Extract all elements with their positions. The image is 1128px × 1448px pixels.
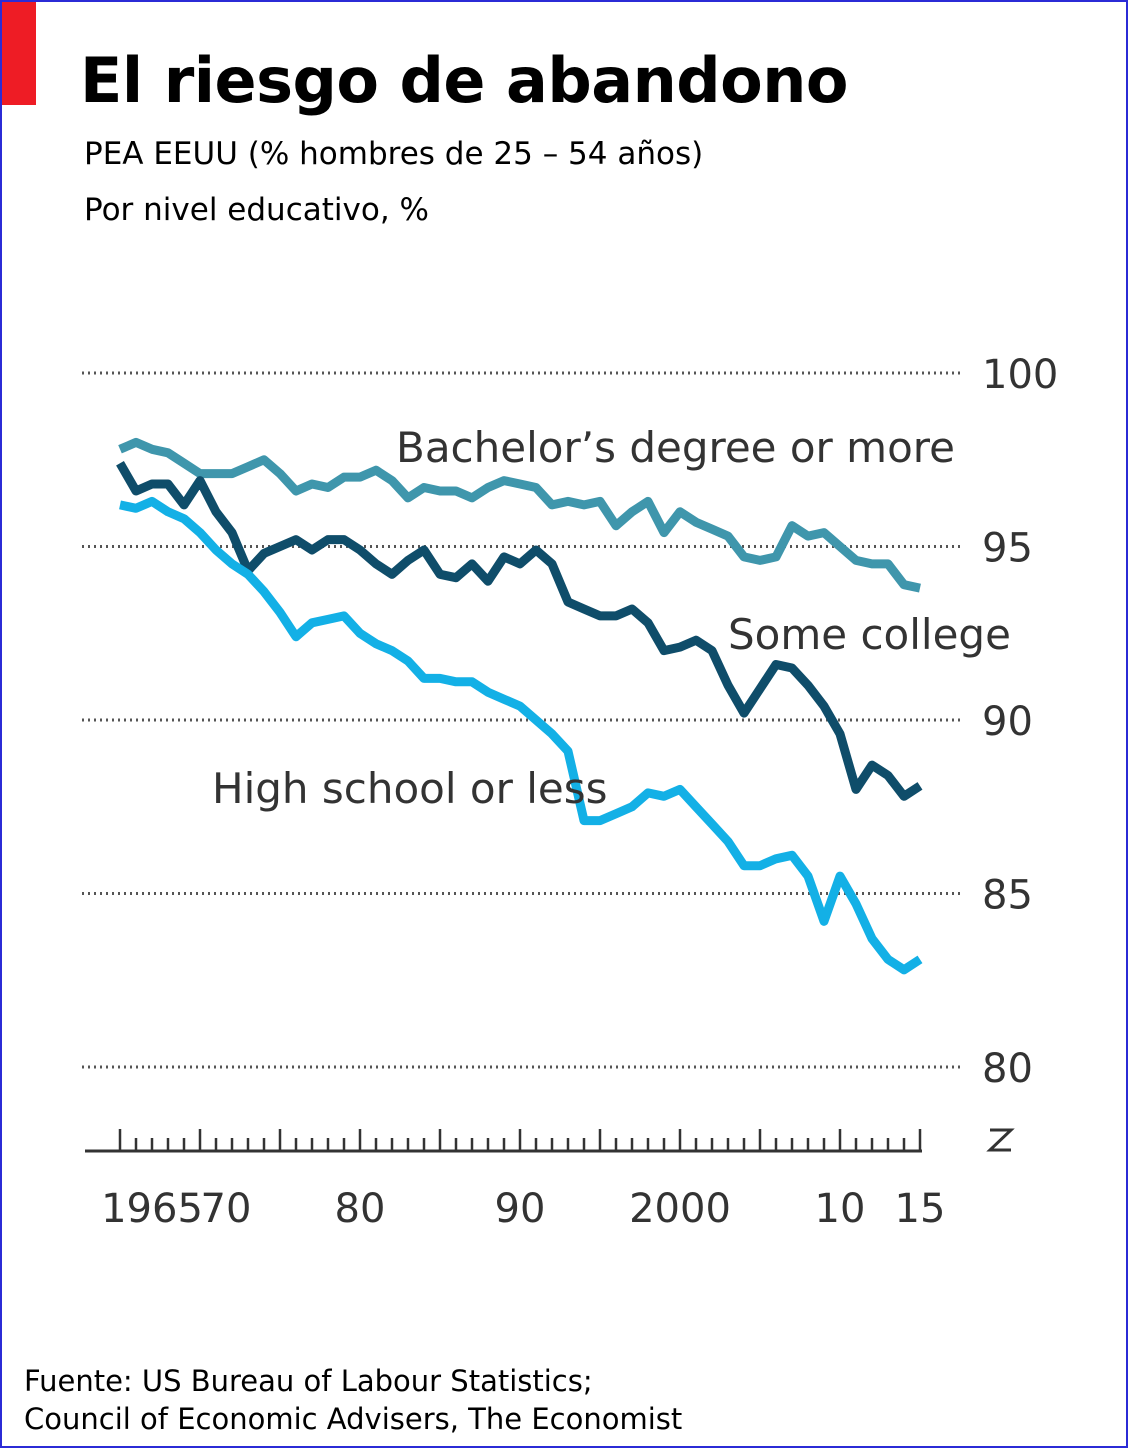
y-tick-label: 90 bbox=[982, 699, 1033, 745]
axis-break-mark bbox=[986, 1128, 1015, 1152]
series-lines bbox=[116, 437, 923, 975]
series-line-1 bbox=[116, 460, 923, 801]
x-tick-label: 2000 bbox=[629, 1186, 731, 1232]
x-tick-label: 1965 bbox=[101, 1186, 203, 1232]
series-label: Some college bbox=[728, 610, 1011, 659]
x-tick-label: 70 bbox=[201, 1186, 252, 1232]
chart-unit-note: Por nivel educativo, % bbox=[84, 192, 429, 228]
x-axis bbox=[85, 1129, 922, 1153]
series-line-0 bbox=[118, 437, 921, 593]
x-tick-label: 15 bbox=[895, 1186, 946, 1232]
y-tick-labels: 100 95 90 85 80 bbox=[982, 352, 1058, 1092]
y-tick-label: 95 bbox=[982, 526, 1033, 572]
series-label: Bachelor’s degree or more bbox=[396, 423, 955, 472]
chart-subtitle: PEA EEUU (% hombres de 25 – 54 años) bbox=[84, 136, 704, 172]
chart-title: El riesgo de abandono bbox=[80, 44, 848, 117]
x-tick-label: 10 bbox=[815, 1186, 866, 1232]
source-note-line2: Council of Economic Advisers, The Econom… bbox=[24, 1402, 683, 1436]
x-tick-label: 80 bbox=[335, 1186, 386, 1232]
axis-break-icon bbox=[986, 1128, 1015, 1152]
y-tick-label: 80 bbox=[982, 1046, 1033, 1092]
series-line-2 bbox=[119, 496, 923, 975]
source-note-line1: Fuente: US Bureau of Labour Statistics; bbox=[24, 1364, 593, 1398]
accent-bar bbox=[2, 2, 36, 105]
y-tick-label: 100 bbox=[982, 352, 1058, 398]
y-tick-label: 85 bbox=[982, 873, 1033, 919]
series-labels: Bachelor’s degree or more Some college Hig… bbox=[212, 423, 1011, 813]
x-tick-label: 90 bbox=[495, 1186, 546, 1232]
series-label: High school or less bbox=[212, 764, 607, 813]
